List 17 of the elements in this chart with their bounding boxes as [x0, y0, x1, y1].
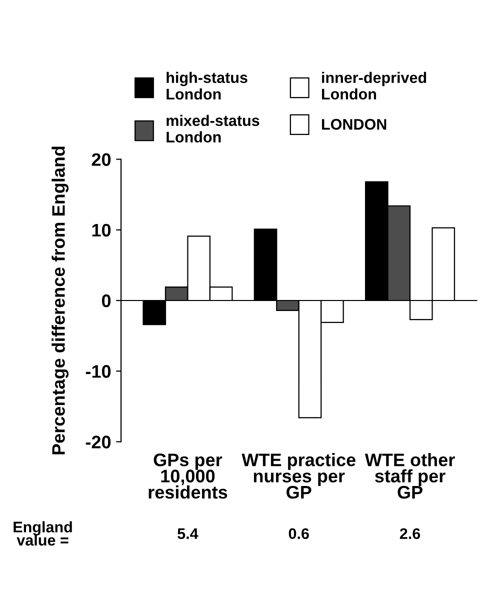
- y-tick-label: -20: [86, 436, 111, 448]
- y-tick-label: 10: [92, 224, 111, 237]
- y-tick-label: 20: [92, 153, 111, 166]
- x-tick-label: WTE practice nurses per GP: [242, 453, 356, 499]
- legend-label: LONDON: [322, 118, 386, 130]
- x-tick-label: WTE other staff per GP: [364, 453, 455, 499]
- text: England value =: [14, 521, 72, 546]
- text: 5.4: [178, 528, 198, 540]
- y-tick-label: 0: [102, 294, 111, 308]
- legend-label: mixed-status London: [166, 114, 260, 142]
- x-tick-label: GPs per 10,000 residents: [148, 454, 228, 499]
- y-tick-label: -10: [86, 365, 111, 378]
- legend-label: inner-deprived London: [322, 72, 426, 100]
- legend-label: high-status London: [166, 72, 248, 100]
- text: 0.6: [288, 528, 309, 540]
- y-axis-title: Percentage difference from England: [52, 146, 69, 454]
- text: 2.6: [400, 528, 420, 540]
